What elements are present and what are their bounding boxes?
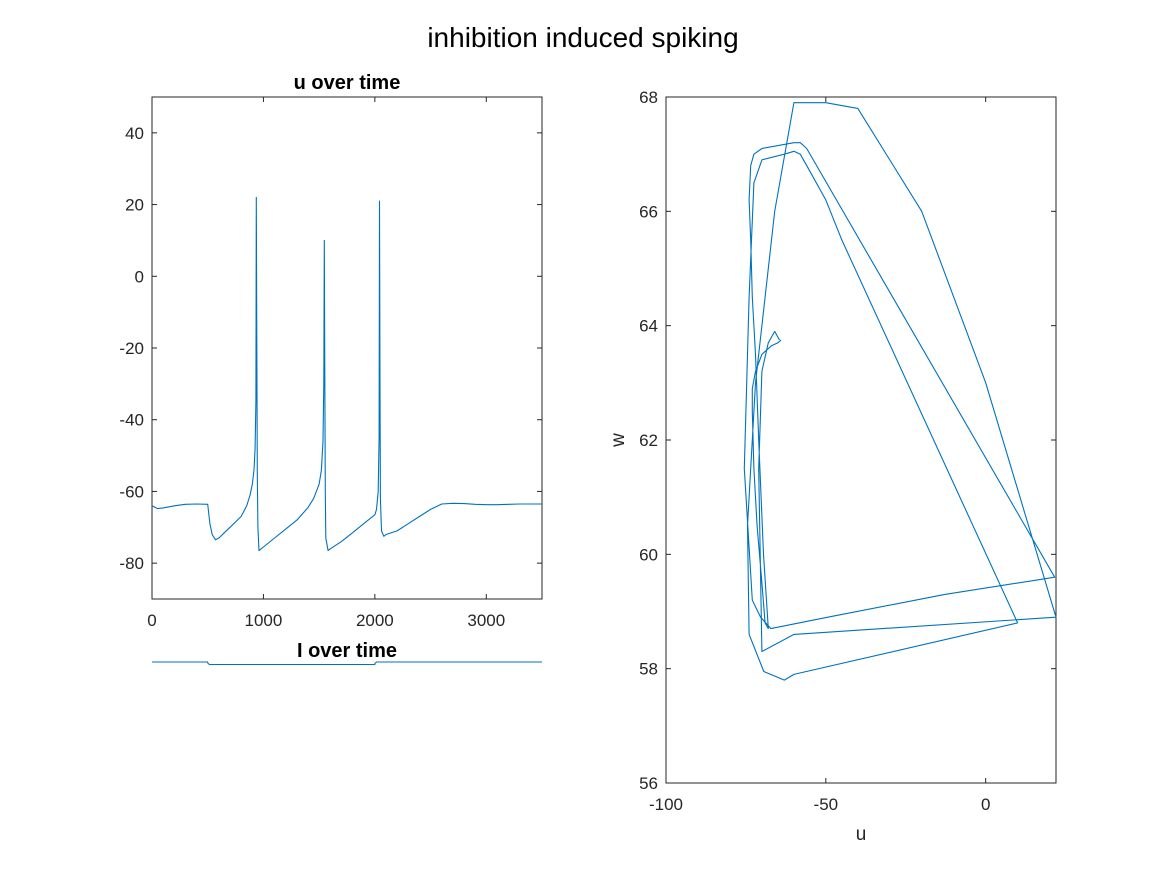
i-series (152, 661, 542, 666)
u-over-time-panel: u over time 0 1000 2000 3000 -80 -60 -40 -20 0 20… (119, 72, 543, 630)
x-tick-label: 1000 (245, 611, 283, 630)
y-tick-label: 40 (125, 124, 144, 143)
u-over-time-title: u over time (294, 72, 401, 94)
y-tick-label: 58 (639, 660, 658, 679)
y-tick-label: -20 (119, 339, 144, 358)
phase-ylabel: w (608, 433, 629, 448)
y-tick-label: -40 (119, 411, 144, 430)
x-tick-label: 0 (147, 611, 156, 630)
y-tick-label: 68 (639, 88, 658, 107)
phase-plane-panel: -100 -50 0 56 58 60 62 64 66 68 u w (608, 88, 1057, 845)
x-tick-label: 2000 (356, 611, 394, 630)
phase-series (743, 102, 1057, 681)
y-tick-label: -80 (119, 554, 144, 573)
x-tick-label: 0 (981, 795, 990, 814)
y-tick-label: 60 (639, 545, 658, 564)
figure-title: inhibition induced spiking (427, 22, 738, 53)
i-over-time-panel: I over time (152, 640, 542, 666)
y-tick-label: 20 (125, 196, 144, 215)
phase-axes-ticks: -100 -50 0 56 58 60 62 64 66 68 (639, 88, 1056, 814)
y-tick-label: 56 (639, 774, 658, 793)
u-axes-ticks: 0 1000 2000 3000 -80 -60 -40 -20 0 20 40 (119, 97, 542, 630)
y-tick-label: 64 (639, 317, 658, 336)
series-line-0 (151, 196, 542, 552)
u-series (151, 196, 542, 552)
phase-axes-box (665, 96, 1057, 784)
y-tick-label: 62 (639, 431, 658, 450)
series-line-0 (152, 661, 542, 666)
y-tick-label: 66 (639, 202, 658, 221)
phase-xlabel: u (856, 824, 867, 845)
x-tick-label: -100 (649, 795, 683, 814)
y-tick-label: 0 (135, 267, 144, 286)
x-tick-label: 3000 (467, 611, 505, 630)
u-axes-box (151, 96, 543, 600)
y-tick-label: -60 (119, 482, 144, 501)
x-tick-label: -50 (814, 795, 839, 814)
i-over-time-title: I over time (297, 640, 397, 662)
series-line-0 (743, 102, 1057, 681)
